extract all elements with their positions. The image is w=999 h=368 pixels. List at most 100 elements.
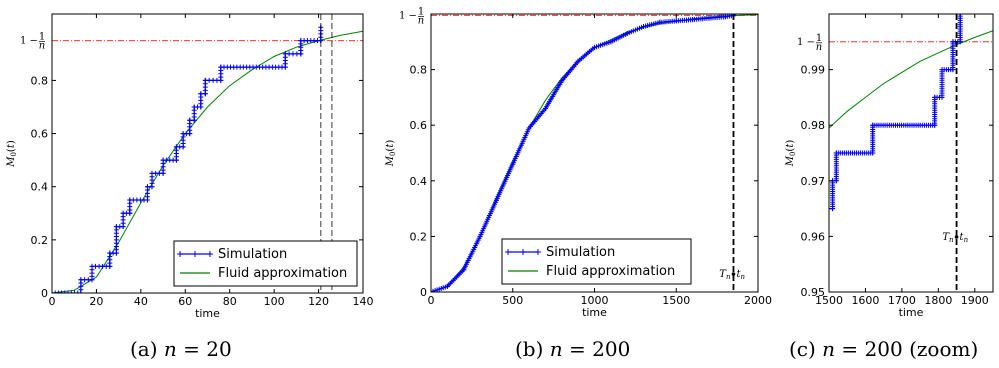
caption-a: (a) n = 20 bbox=[130, 337, 232, 361]
axes-frame bbox=[828, 13, 994, 293]
legend-simulation-marker bbox=[535, 249, 541, 255]
y-tick-label: 0 bbox=[41, 287, 48, 300]
y-axis-label: M0(t) bbox=[6, 140, 18, 168]
x-tick-label: 0 bbox=[428, 294, 435, 307]
simulation-markers bbox=[431, 14, 738, 292]
simulation-marker bbox=[145, 184, 150, 190]
x-axis-label: time bbox=[899, 306, 924, 319]
x-tick-label: 1600 bbox=[851, 294, 879, 307]
simulation-marker bbox=[52, 290, 58, 293]
simulation-marker bbox=[957, 14, 963, 17]
x-tick-label: 1500 bbox=[662, 294, 690, 307]
x-tick-label: 80 bbox=[223, 295, 237, 308]
vline-label-dot bbox=[954, 235, 959, 239]
simulation-marker bbox=[75, 290, 81, 293]
axes-frame bbox=[51, 13, 364, 294]
threshold-label-one-minus: 1 − bbox=[20, 36, 38, 47]
threshold-label-den: n bbox=[39, 41, 45, 52]
x-tick-label: 1500 bbox=[815, 294, 843, 307]
y-tick-label: 0.95 bbox=[801, 286, 826, 299]
x-tick-label: 120 bbox=[308, 295, 329, 308]
y-tick-label: 0.4 bbox=[410, 175, 428, 188]
simulation-line bbox=[829, 14, 961, 210]
simulation-marker bbox=[55, 290, 61, 293]
x-tick-label: 500 bbox=[502, 294, 523, 307]
simulation-marker bbox=[187, 117, 193, 123]
vline-label-dot bbox=[731, 272, 736, 276]
caption-b: (b) n = 200 bbox=[515, 337, 630, 361]
y-tick-label: 0.8 bbox=[31, 74, 49, 87]
y-tick-label: 0.96 bbox=[801, 230, 826, 243]
threshold-label: 1 −1n bbox=[399, 6, 424, 26]
simulation-markers bbox=[52, 24, 324, 293]
legend-simulation-marker bbox=[505, 249, 511, 255]
y-tick-label: 0.8 bbox=[410, 64, 428, 77]
captions: (a) n = 20 (b) n = 200 (c) n = 200 (zoom) bbox=[130, 337, 978, 361]
threshold-label: 1 −1n bbox=[20, 32, 45, 52]
label-big-t-n: Tn bbox=[719, 269, 731, 281]
label-big-t-n: Tn bbox=[942, 232, 954, 244]
x-tick-label: 1800 bbox=[924, 294, 952, 307]
x-tick-label: 100 bbox=[264, 295, 285, 308]
legend-simulation-marker bbox=[207, 251, 213, 257]
simulation-marker bbox=[198, 91, 204, 97]
fluid-approximation-line bbox=[829, 30, 993, 129]
legend-fluid-label: Fluid approximation bbox=[218, 266, 347, 281]
label-small-t-n: tn bbox=[736, 269, 745, 281]
caption-c: (c) n = 200 (zoom) bbox=[789, 337, 978, 361]
legend-simulation-marker bbox=[192, 251, 198, 257]
x-tick-label: 2000 bbox=[744, 294, 772, 307]
legend-box bbox=[173, 240, 358, 287]
simulation-marker bbox=[59, 290, 65, 293]
x-tick-label: 40 bbox=[134, 295, 148, 308]
x-tick-label: 140 bbox=[353, 295, 374, 308]
threshold-label: 1 −1n bbox=[797, 33, 822, 53]
threshold-label-den: n bbox=[816, 42, 822, 53]
legend-simulation-label: Simulation bbox=[218, 247, 287, 262]
y-tick-label: 0.97 bbox=[801, 175, 826, 188]
panel-c: 1500 1600 1700 1800 1900 0.95 0.96 0.97 0.98 0.99… bbox=[785, 13, 994, 319]
x-tick-label: 1000 bbox=[581, 294, 609, 307]
y-tick-label: 0 bbox=[420, 286, 427, 299]
simulation-markers bbox=[829, 14, 963, 212]
label-small-t-n: tn bbox=[960, 232, 969, 244]
legend: Simulation Fluid approximation bbox=[501, 238, 692, 285]
y-tick-label: 0.2 bbox=[410, 230, 428, 243]
y-tick-label: 0.4 bbox=[31, 181, 49, 194]
threshold-label-num: 1 bbox=[39, 32, 45, 43]
plot-area bbox=[829, 14, 993, 292]
x-axis-label: time bbox=[195, 307, 220, 320]
x-tick-label: 60 bbox=[178, 295, 192, 308]
vline-labels: Tn tn bbox=[719, 269, 745, 281]
simulation-marker bbox=[62, 290, 68, 293]
threshold-label-one-minus: 1 − bbox=[399, 10, 417, 21]
threshold-label-den: n bbox=[418, 15, 424, 26]
plot-area bbox=[431, 14, 758, 292]
vline-labels: Tn tn bbox=[942, 232, 968, 244]
simulation-marker bbox=[72, 290, 77, 293]
y-tick-label: 0.6 bbox=[31, 128, 49, 141]
legend-fluid-label: Fluid approximation bbox=[546, 264, 675, 279]
panel-a: 0 20 40 60 80 100 120 140 0 0.2 0.4 0.6 0.8 1 −1n time… bbox=[6, 13, 374, 320]
y-tick-label: 0.2 bbox=[31, 234, 49, 247]
y-axis-label: M0(t) bbox=[385, 140, 397, 168]
simulation-marker bbox=[732, 14, 738, 17]
threshold-label-num: 1 bbox=[816, 33, 822, 44]
y-tick-label: 0.6 bbox=[410, 119, 428, 132]
legend-simulation-marker bbox=[520, 249, 526, 255]
legend-simulation-label: Simulation bbox=[546, 245, 615, 260]
x-tick-label: 1900 bbox=[961, 294, 989, 307]
simulation-marker bbox=[65, 290, 71, 293]
plot-area bbox=[52, 14, 363, 293]
x-tick-label: 1700 bbox=[888, 294, 916, 307]
y-tick-label: 0.99 bbox=[801, 64, 826, 77]
threshold-label-one-minus: 1 − bbox=[797, 37, 815, 48]
y-tick-label: 0.98 bbox=[801, 119, 826, 132]
simulation-marker bbox=[68, 290, 74, 293]
panel-b: 0 500 1000 1500 2000 0 0.2 0.4 0.6 0.8 1 −1n time M0… bbox=[385, 6, 772, 319]
legend-box bbox=[501, 238, 692, 285]
x-tick-label: 0 bbox=[49, 295, 56, 308]
threshold-label-num: 1 bbox=[418, 6, 424, 17]
legend: Simulation Fluid approximation bbox=[173, 240, 358, 287]
